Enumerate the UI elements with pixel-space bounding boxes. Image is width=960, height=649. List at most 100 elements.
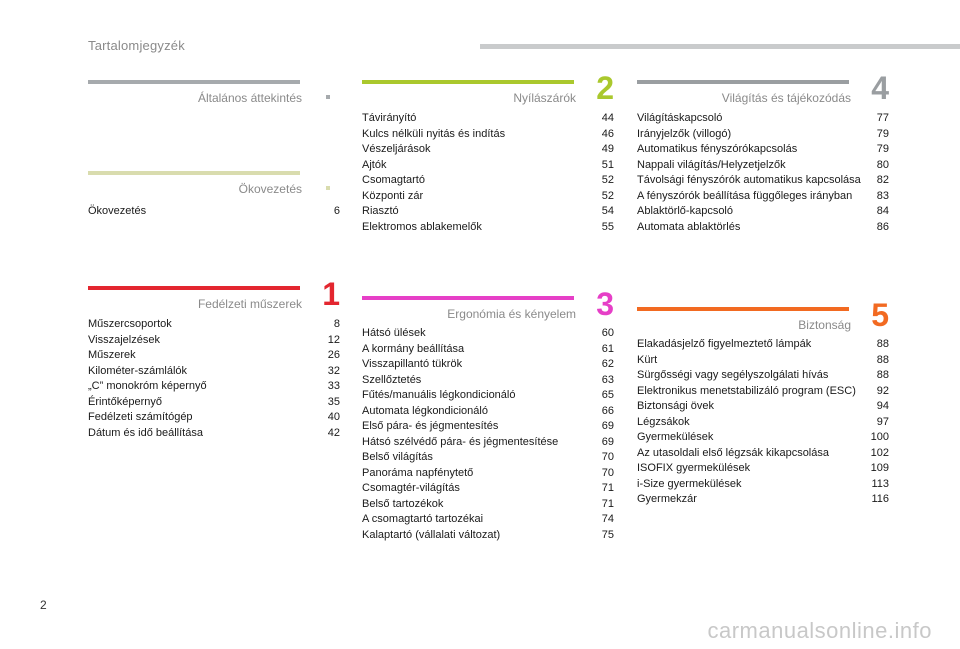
toc-entry-page: 70	[601, 451, 614, 463]
section-marker	[326, 95, 330, 99]
toc-entry[interactable]: Sürgősségi vagy segélyszolgálati hívás 88	[637, 368, 889, 384]
toc-entry[interactable]: Szellőztetés 63	[362, 373, 614, 389]
toc-entry[interactable]: Gyermekülések 100	[637, 430, 889, 446]
toc-entry[interactable]: Irányjelzők (villogó) 79	[637, 127, 889, 143]
toc-entry-label: Érintőképernyő	[88, 395, 162, 408]
toc-entry-label: Sürgősségi vagy segélyszolgálati hívás	[637, 369, 829, 381]
toc-entry-label: Távolsági fényszórók automatikus kapcsol…	[637, 174, 861, 186]
section-number: 5	[871, 297, 889, 333]
toc-entry-page: 55	[601, 220, 614, 233]
toc-entry-page: 88	[876, 353, 889, 366]
toc-list: Műszercsoportok 8 Visszajelzések 12 Műszerek…	[88, 317, 340, 441]
toc-entry[interactable]: Csomagtér-világítás 71	[362, 481, 614, 497]
toc-entry[interactable]: Távirányító 44	[362, 111, 614, 127]
toc-entry[interactable]: Dátum és idő beállítása 42	[88, 426, 340, 442]
toc-list: Ökovezetés 6	[88, 204, 340, 220]
toc-entry[interactable]: Ökovezetés 6	[88, 204, 340, 220]
toc-entry[interactable]: Csomagtartó 52	[362, 173, 614, 189]
section-bar	[88, 171, 300, 175]
toc-entry-page: 109	[870, 462, 889, 474]
toc-entry[interactable]: Távolsági fényszórók automatikus kapcsol…	[637, 173, 889, 189]
toc-entry[interactable]: Automata ablaktörlés 86	[637, 220, 889, 236]
toc-entry[interactable]: Visszapillantó tükrök 62	[362, 357, 614, 373]
section-general: Általános áttekintés	[88, 80, 340, 105]
toc-entry[interactable]: Műszerek 26	[88, 348, 340, 364]
header-divider	[480, 44, 960, 49]
toc-entry[interactable]: Ajtók 51	[362, 158, 614, 174]
toc-entry[interactable]: Visszajelzések 12	[88, 333, 340, 349]
section-2: Nyílászárók 2 Távirányító 44 Kulcs nélküli…	[362, 72, 614, 240]
toc-entry[interactable]: i-Size gyermekülések 113	[637, 477, 889, 493]
section-marker	[326, 186, 330, 190]
section-number: 3	[596, 286, 614, 322]
toc-entry-page: 52	[601, 174, 614, 186]
toc-entry[interactable]: Kulcs nélküli nyitás és indítás 46	[362, 127, 614, 143]
toc-entry[interactable]: Hátsó szélvédő pára- és jégmentesítése 69	[362, 435, 614, 451]
toc-entry[interactable]: Vészeljárások 49	[362, 142, 614, 158]
toc-entry-page: 60	[601, 327, 614, 339]
section-title: Nyílászárók	[513, 91, 576, 105]
toc-entry[interactable]: A fényszórók beállítása függőleges irány…	[637, 189, 889, 205]
toc-entry[interactable]: Fűtés/manuális légkondicionáló 65	[362, 388, 614, 404]
toc-entry[interactable]: Elektronikus menetstabilizáló program (E…	[637, 384, 889, 400]
toc-entry-label: Irányjelzők (villogó)	[637, 127, 732, 140]
toc-entry-label: Elakadásjelző figyelmeztető lámpák	[637, 338, 812, 350]
toc-entry[interactable]: „C” monokróm képernyő 33	[88, 379, 340, 395]
toc-entry-label: Panoráma napfénytető	[362, 466, 474, 479]
toc-entry-label: Fedélzeti számítógép	[88, 411, 193, 423]
toc-entry[interactable]: Belső világítás 70	[362, 450, 614, 466]
toc-entry[interactable]: Érintőképernyő 35	[88, 395, 340, 411]
toc-entry[interactable]: Automatikus fényszórókapcsolás 79	[637, 142, 889, 158]
toc-entry[interactable]: Elektromos ablakemelők 55	[362, 220, 614, 236]
toc-entry[interactable]: Ablaktörlő-kapcsoló 84	[637, 204, 889, 220]
watermark: carmanualsonline.info	[707, 618, 932, 643]
toc-entry-label: Kalaptartó (vállalati változat)	[362, 528, 501, 541]
section-bar	[362, 80, 574, 84]
section-title: Általános áttekintés	[197, 91, 302, 105]
toc-entry-page: 97	[876, 415, 889, 428]
toc-entry-page: 12	[327, 333, 340, 346]
toc-entry[interactable]: Kürt 88	[637, 353, 889, 369]
section-title: Világítás és tájékozódás	[721, 91, 851, 105]
toc-entry[interactable]: Riasztó 54	[362, 204, 614, 220]
toc-entry-page: 79	[876, 143, 889, 155]
toc-entry[interactable]: Műszercsoportok 8	[88, 317, 340, 333]
toc-entry[interactable]: A kormány beállítása 61	[362, 342, 614, 358]
section-number: 1	[322, 276, 340, 312]
toc-entry[interactable]: Első pára- és jégmentesítés 69	[362, 419, 614, 435]
toc-entry[interactable]: A csomagtartó tartozékai 74	[362, 512, 614, 528]
toc-entry-page: 84	[876, 205, 889, 217]
toc-entry[interactable]: Nappali világítás/Helyzetjelzők 80	[637, 158, 889, 174]
toc-entry[interactable]: Kalaptartó (vállalati változat) 75	[362, 528, 614, 544]
toc-entry-label: „C” monokróm képernyő	[88, 380, 207, 392]
toc-entry-page: 40	[327, 411, 340, 423]
toc-entry[interactable]: Automata légkondicionáló 66	[362, 404, 614, 420]
toc-entry-label: A csomagtartó tartozékai	[362, 513, 484, 525]
toc-entry[interactable]: Világításkapcsoló 77	[637, 111, 889, 127]
toc-entry-label: Távirányító	[362, 112, 417, 124]
toc-entry[interactable]: ISOFIX gyermekülések 109	[637, 461, 889, 477]
toc-entry-label: Az utasoldali első légzsák kikapcsolása	[637, 446, 829, 459]
toc-entry[interactable]: Kilométer-számlálók 32	[88, 364, 340, 380]
toc-entry[interactable]: Biztonsági övek 94	[637, 399, 889, 415]
toc-entry-page: 8	[333, 318, 340, 330]
toc-entry[interactable]: Az utasoldali első légzsák kikapcsolása 1…	[637, 446, 889, 462]
toc-list: Világításkapcsoló 77 Irányjelzők (villogó)…	[637, 111, 889, 235]
toc-entry-label: Kürt	[637, 353, 658, 366]
toc-entry[interactable]: Légzsákok 97	[637, 415, 889, 431]
toc-entry-label: Kulcs nélküli nyitás és indítás	[362, 127, 506, 140]
toc-entry[interactable]: Gyermekzár 116	[637, 492, 889, 508]
toc-entry[interactable]: Hátsó ülések 60	[362, 326, 614, 342]
toc-entry-label: Műszercsoportok	[88, 318, 172, 330]
toc-entry[interactable]: Panoráma napfénytető 70	[362, 466, 614, 482]
toc-entry-page: 51	[601, 158, 614, 171]
section-bar	[637, 80, 849, 84]
toc-entry-page: 92	[876, 384, 889, 397]
toc-entry[interactable]: Belső tartozékok 71	[362, 497, 614, 513]
toc-entry-page: 44	[601, 112, 614, 124]
toc-entry[interactable]: Központi zár 52	[362, 189, 614, 205]
toc-entry[interactable]: Elakadásjelző figyelmeztető lámpák 88	[637, 337, 889, 353]
toc-entry-label: Automata ablaktörlés	[637, 220, 741, 233]
toc-entry[interactable]: Fedélzeti számítógép 40	[88, 410, 340, 426]
section-4: Világítás és tájékozódás 4 Világításkapc…	[637, 72, 889, 260]
